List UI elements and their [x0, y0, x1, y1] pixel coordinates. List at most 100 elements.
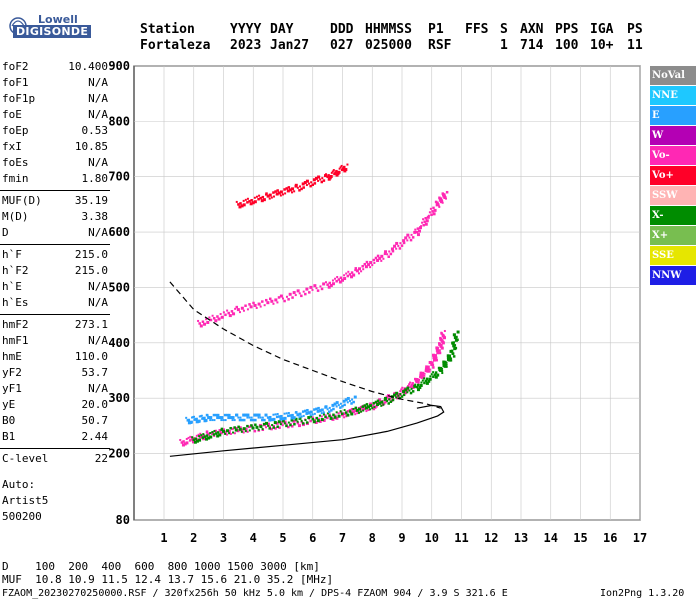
echo-point — [185, 437, 188, 440]
echo-point — [259, 416, 262, 419]
echo-point — [435, 358, 438, 362]
echo-point — [456, 338, 459, 342]
echo-point — [182, 440, 185, 443]
echo-point — [277, 420, 281, 424]
echo-point — [191, 440, 195, 444]
y-tick-label: 400 — [108, 336, 130, 350]
echo-point — [344, 398, 348, 402]
echo-point — [442, 193, 446, 197]
echo-point — [227, 416, 231, 420]
echo-point — [380, 259, 383, 262]
echo-point — [240, 418, 244, 422]
echo-point — [239, 202, 242, 205]
echo-point — [347, 270, 350, 273]
echo-point — [334, 171, 337, 174]
echo-point — [440, 339, 444, 343]
echo-point — [240, 428, 244, 432]
echo-point — [444, 196, 447, 199]
echo-point — [235, 413, 239, 417]
echo-point — [354, 406, 358, 410]
echo-point — [266, 194, 270, 198]
echo-point — [216, 416, 220, 420]
param-row: MUF(D) 35.19 — [2, 194, 108, 210]
echo-point — [252, 301, 255, 305]
echo-point — [224, 313, 227, 317]
echo-point — [217, 317, 221, 321]
echo-point — [335, 411, 338, 414]
header-values: Fortaleza 2023 Jan27 027 025000 RSF 1 71… — [140, 38, 643, 218]
echo-point — [319, 285, 322, 288]
echo-point — [339, 411, 343, 414]
echo-point — [348, 273, 352, 276]
echo-point — [244, 430, 247, 433]
echo-point — [428, 377, 432, 381]
echo-point — [274, 413, 277, 416]
echo-point — [333, 172, 336, 176]
echo-point — [227, 429, 231, 433]
echo-point — [181, 443, 185, 447]
echo-point — [432, 375, 435, 378]
echo-point — [389, 397, 392, 400]
echo-point — [229, 416, 233, 420]
y-tick-label: 600 — [108, 225, 130, 239]
echo-point — [228, 413, 231, 417]
legend-item: Vo+ — [650, 166, 696, 185]
echo-point — [352, 400, 355, 404]
y-tick-label: 200 — [108, 447, 130, 461]
echo-point — [445, 190, 449, 194]
echo-point — [253, 303, 257, 307]
echo-point — [305, 179, 309, 183]
echo-point — [326, 412, 329, 415]
echo-point — [350, 412, 354, 416]
echo-point — [305, 421, 309, 424]
echo-point — [426, 365, 430, 369]
echo-point — [384, 250, 388, 254]
echo-point — [205, 434, 209, 437]
echo-point — [343, 412, 347, 416]
echo-point — [276, 189, 279, 192]
echo-point — [197, 433, 200, 436]
echo-point — [309, 414, 312, 417]
echo-point — [303, 181, 307, 185]
echo-point — [441, 201, 444, 204]
echo-point — [450, 359, 453, 362]
header-label-axn: AXN — [520, 22, 544, 37]
param-row: fxI 10.85 — [2, 140, 108, 156]
echo-point — [275, 192, 279, 196]
echo-point — [205, 413, 209, 417]
param-value: 35.19 — [74, 194, 108, 207]
header-value-pps: 100 — [555, 38, 579, 53]
echo-point — [191, 436, 194, 439]
echo-point — [287, 421, 290, 424]
echo-point — [363, 262, 367, 266]
echo-point — [445, 363, 448, 366]
echo-point — [333, 402, 337, 406]
param-separator — [0, 448, 110, 449]
echo-point — [198, 322, 201, 325]
echo-point — [257, 413, 261, 417]
param-row: C-level 22 — [2, 452, 108, 468]
echo-point — [424, 369, 428, 373]
echo-point — [218, 416, 222, 420]
legend-item: W — [650, 126, 696, 145]
echo-point — [187, 418, 191, 422]
echo-point — [292, 419, 296, 423]
echo-point — [344, 411, 348, 414]
echo-point — [431, 361, 434, 364]
echo-point — [424, 217, 427, 220]
echo-point — [391, 249, 395, 253]
echo-point — [214, 413, 218, 417]
echo-point — [341, 167, 345, 170]
echo-point — [316, 289, 320, 292]
echo-point — [329, 416, 333, 420]
echo-point — [439, 197, 443, 201]
echo-point — [369, 404, 373, 408]
echo-point — [378, 398, 382, 402]
echo-point — [354, 413, 357, 416]
echo-point — [343, 416, 346, 419]
param-name: h`F2 — [2, 264, 29, 277]
echo-point — [296, 289, 300, 293]
echo-point — [253, 429, 257, 433]
header-value-day: Jan27 — [270, 38, 310, 53]
echo-point — [246, 430, 249, 433]
